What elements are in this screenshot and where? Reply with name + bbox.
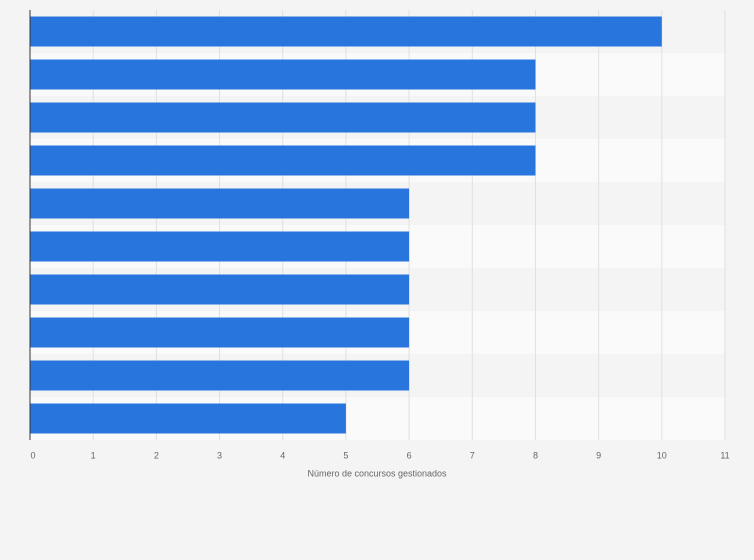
x-tick-label: 3 — [217, 450, 222, 460]
bar — [30, 188, 410, 219]
bar — [30, 360, 410, 391]
bar — [30, 274, 410, 305]
x-tick-label: 0 — [30, 450, 35, 460]
x-tick-label: 5 — [343, 450, 348, 460]
x-tick-label: 10 — [657, 450, 667, 460]
x-tick-label: 11 — [720, 450, 729, 460]
bar — [30, 403, 346, 434]
x-tick-label: 4 — [280, 450, 285, 460]
bar — [30, 59, 536, 90]
x-axis-label: Número de concursos gestionados — [307, 468, 447, 478]
x-tick-label: 2 — [154, 450, 159, 460]
x-tick-label: 6 — [407, 450, 412, 460]
bar — [30, 317, 410, 348]
bar — [30, 102, 536, 133]
bar — [30, 16, 662, 47]
bar — [30, 145, 536, 176]
x-tick-label: 9 — [596, 450, 601, 460]
bar — [30, 231, 410, 262]
x-tick-label: 1 — [91, 450, 96, 460]
x-tick-label: 8 — [533, 450, 538, 460]
x-tick-label: 7 — [470, 450, 475, 460]
